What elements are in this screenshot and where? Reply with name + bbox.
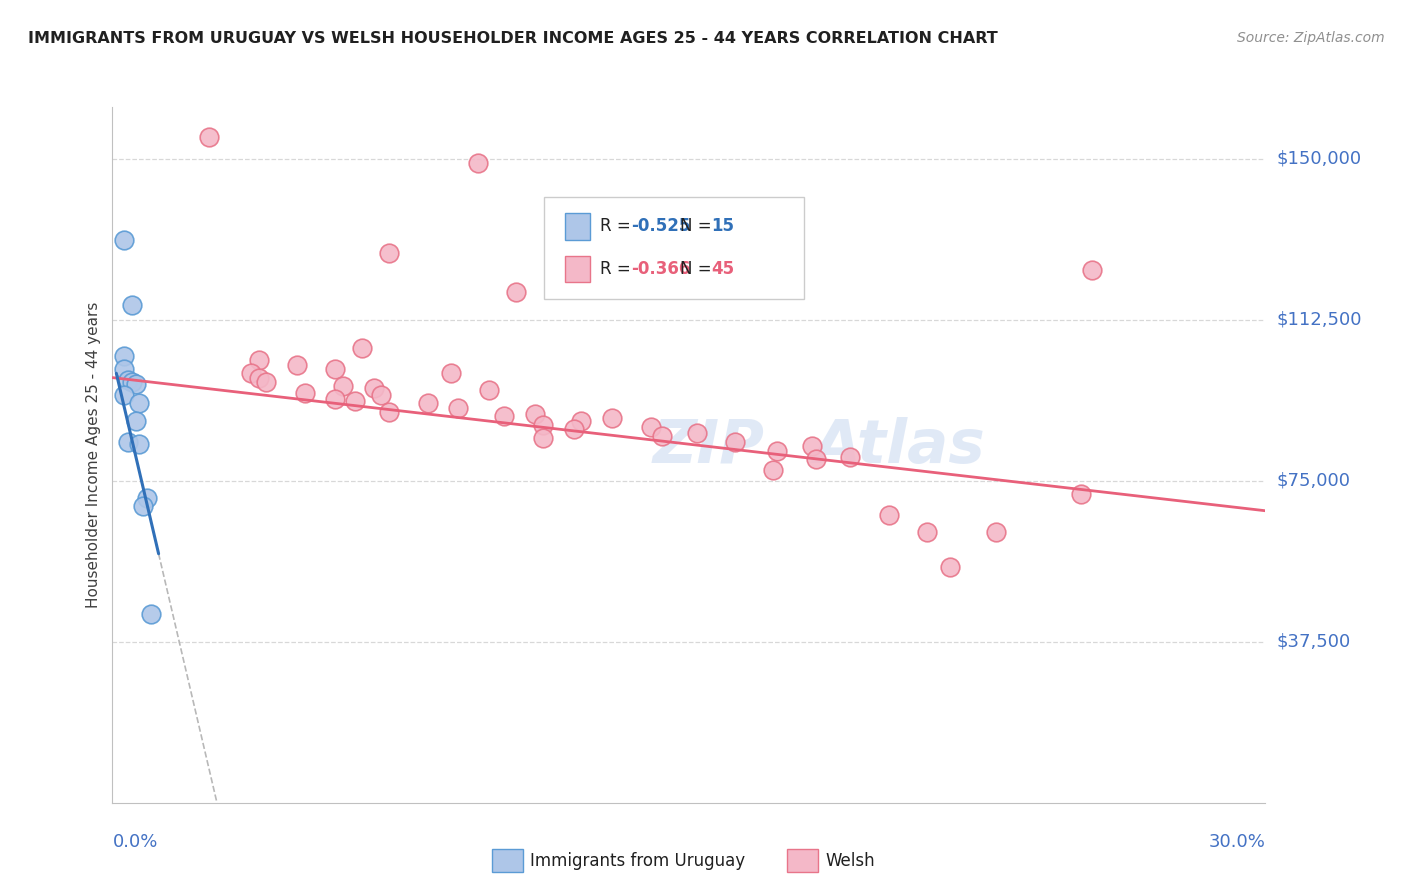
Point (724, 435, 747, 450)
Point (640, 420, 662, 434)
Point (121, 297, 143, 311)
Text: -0.366: -0.366 (631, 260, 690, 278)
Point (877, 508, 900, 522)
Point (197, 130, 219, 145)
Point (839, 450, 862, 464)
Point (254, 375, 277, 389)
Text: Immigrants from Uruguay: Immigrants from Uruguay (530, 852, 745, 870)
Point (494, 409, 516, 424)
Point (378, 246, 401, 260)
Point (505, 285, 527, 299)
Text: -0.525: -0.525 (631, 218, 690, 235)
Point (562, 422, 585, 436)
Point (112, 233, 135, 247)
Point (343, 394, 366, 409)
Point (285, 358, 308, 372)
Text: Atlas: Atlas (814, 417, 986, 475)
Text: Source: ZipAtlas.com: Source: ZipAtlas.com (1237, 31, 1385, 45)
Point (124, 377, 146, 392)
Point (325, 392, 347, 406)
Point (447, 401, 470, 415)
Point (378, 405, 401, 419)
Point (132, 500, 155, 514)
Text: 30.0%: 30.0% (1209, 833, 1265, 851)
Point (139, 607, 162, 621)
Text: R =: R = (600, 260, 636, 278)
Point (247, 353, 270, 368)
Point (128, 437, 150, 451)
Point (121, 375, 143, 389)
Text: 0.0%: 0.0% (112, 833, 157, 851)
Point (294, 385, 316, 400)
Text: $112,500: $112,500 (1277, 310, 1362, 328)
Point (620, 263, 643, 277)
Point (685, 426, 707, 441)
Point (363, 381, 385, 395)
Text: R =: R = (600, 218, 636, 235)
Point (478, 384, 501, 398)
Text: 45: 45 (711, 260, 734, 278)
Point (124, 413, 146, 427)
Point (1081, 263, 1104, 277)
Point (467, 156, 489, 170)
Point (1070, 486, 1092, 500)
Text: N =: N = (681, 218, 717, 235)
Point (915, 525, 938, 540)
Point (136, 491, 159, 505)
Point (128, 396, 150, 410)
Text: Welsh: Welsh (825, 852, 875, 870)
Point (239, 367, 262, 381)
Point (440, 367, 463, 381)
Y-axis label: Householder Income Ages 25 - 44 years: Householder Income Ages 25 - 44 years (86, 301, 101, 608)
Point (766, 443, 789, 458)
Point (117, 435, 139, 450)
Point (800, 439, 823, 453)
Point (112, 362, 135, 376)
Point (986, 525, 1008, 540)
Text: N =: N = (681, 260, 717, 278)
Text: 15: 15 (711, 218, 734, 235)
Point (112, 388, 135, 402)
Point (762, 463, 785, 477)
Point (352, 341, 374, 355)
Point (804, 452, 827, 467)
Point (112, 349, 135, 363)
Point (531, 417, 554, 432)
Text: $150,000: $150,000 (1277, 150, 1361, 168)
Point (651, 428, 673, 442)
Point (332, 379, 354, 393)
Point (325, 362, 347, 376)
Point (569, 413, 592, 427)
Text: $75,000: $75,000 (1277, 472, 1351, 490)
Point (117, 373, 139, 387)
Point (531, 431, 554, 445)
Point (939, 559, 962, 574)
Point (247, 370, 270, 384)
Point (600, 411, 623, 425)
Text: IMMIGRANTS FROM URUGUAY VS WELSH HOUSEHOLDER INCOME AGES 25 - 44 YEARS CORRELATI: IMMIGRANTS FROM URUGUAY VS WELSH HOUSEHO… (28, 31, 998, 46)
Point (416, 396, 439, 410)
Text: ZIP: ZIP (652, 417, 763, 475)
Text: $37,500: $37,500 (1277, 632, 1351, 651)
Point (370, 388, 392, 402)
Point (524, 407, 547, 421)
